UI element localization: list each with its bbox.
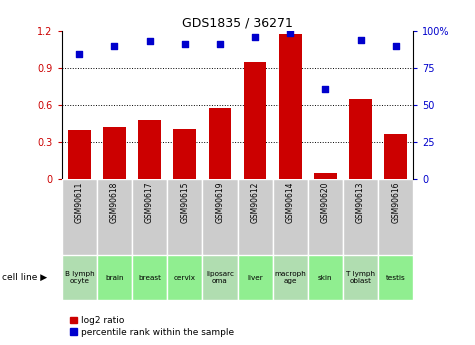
Bar [202,255,238,300]
Text: liposarc
oma: liposarc oma [206,271,234,284]
Point [146,39,153,44]
Text: brain: brain [105,275,124,281]
Bar [97,179,132,255]
Text: macroph
age: macroph age [275,271,306,284]
Bar [378,179,413,255]
Text: GSM90612: GSM90612 [251,182,259,223]
Bar [173,129,196,179]
Bar [138,120,161,179]
Bar [167,255,202,300]
Text: GSM90611: GSM90611 [75,182,84,223]
Text: cervix: cervix [174,275,196,281]
Text: T lymph
oblast: T lymph oblast [346,271,375,284]
Point [286,30,294,35]
Bar [273,179,308,255]
Title: GDS1835 / 36271: GDS1835 / 36271 [182,17,293,30]
Text: GSM90617: GSM90617 [145,182,154,223]
Bar [343,255,378,300]
Text: cell line ▶: cell line ▶ [2,273,48,282]
Bar [308,179,343,255]
Bar [238,255,273,300]
Text: testis: testis [386,275,406,281]
Bar [132,255,167,300]
Text: GSM90620: GSM90620 [321,182,330,223]
Text: B lymph
ocyte: B lymph ocyte [65,271,94,284]
Point [251,34,259,40]
Bar [244,62,266,179]
Point [357,37,364,43]
Bar [209,108,231,179]
Bar [308,255,343,300]
Bar [273,255,308,300]
Bar [378,255,413,300]
Bar [103,128,126,179]
Text: breast: breast [138,275,161,281]
Text: GSM90614: GSM90614 [286,182,294,223]
Bar [62,255,97,300]
Text: GSM90615: GSM90615 [180,182,189,223]
Text: skin: skin [318,275,332,281]
Bar [349,99,372,179]
Point [392,43,399,49]
Bar [384,134,407,179]
Point [111,43,118,49]
Point [322,86,329,92]
Text: GSM90613: GSM90613 [356,182,365,223]
Point [76,51,83,57]
Bar [62,179,97,255]
Legend: log2 ratio, percentile rank within the sample: log2 ratio, percentile rank within the s… [66,313,238,341]
Text: liver: liver [247,275,263,281]
Bar [314,173,337,179]
Point [216,42,224,47]
Bar [202,179,238,255]
Bar [97,255,132,300]
Text: GSM90619: GSM90619 [216,182,224,223]
Bar [68,130,91,179]
Bar [132,179,167,255]
Text: GSM90618: GSM90618 [110,182,119,223]
Bar [238,179,273,255]
Text: GSM90616: GSM90616 [391,182,400,223]
Bar [343,179,378,255]
Point [181,42,189,47]
Bar [167,179,202,255]
Bar [279,33,302,179]
